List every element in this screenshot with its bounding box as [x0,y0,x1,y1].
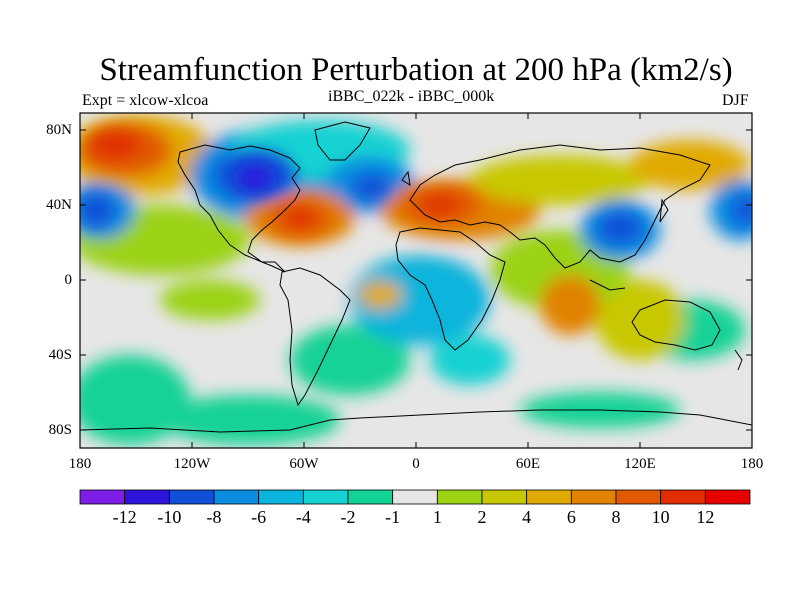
y-tick-label: 40S [48,347,72,363]
map-title: Streamfunction Perturbation at 200 hPa (… [99,52,733,88]
colorbar-swatch [213,489,260,505]
x-tick-label: 120W [173,456,211,472]
y-tick-label: 80S [48,422,72,438]
colorbar-label: -6 [251,507,267,527]
colorbar-label: -10 [157,507,182,527]
season-label: DJF [722,92,749,109]
colorbar-swatch [124,489,170,505]
x-tick-label: 120E [624,456,656,472]
contour-field [80,113,752,448]
colorbar-label: -8 [206,507,222,527]
colorbar-swatch [481,489,528,505]
colorbar-swatch [526,489,572,505]
colorbar-label: -12 [112,507,137,527]
colorbar-label: -1 [385,507,401,527]
axis-ticks [80,113,752,448]
colorbar-swatch [704,489,751,505]
colorbar-label: -4 [295,507,311,527]
colorbar-label: 1 [432,507,442,527]
colorbar-label: 12 [696,507,715,527]
colorbar-label: 6 [566,507,576,527]
x-tick-label: 0 [412,456,420,472]
experiment-label: Expt = xlcow-xlcoa [82,92,209,109]
colorbar-swatch [347,489,394,505]
colorbar-label: 8 [611,507,621,527]
colorbar-swatch [615,489,662,505]
colorbar [79,489,751,505]
colorbar-swatch [258,489,304,505]
x-tick-label: 180 [740,456,764,472]
subtitle-label: iBBC_022k - iBBC_000k [328,88,495,105]
colorbar-label: 4 [522,507,532,527]
x-tick-label: 60W [289,456,319,472]
x-tick-label: 60E [515,456,541,472]
colorbar-swatch [168,489,215,505]
colorbar-swatch [392,489,438,505]
colorbar-label: 10 [651,507,670,527]
colorbar-label: 2 [477,507,487,527]
colorbar-swatch [302,489,349,505]
coastlines [80,121,752,433]
x-tick-label: 180 [68,456,92,472]
colorbar-swatch [660,489,706,505]
colorbar-swatch [570,489,617,505]
colorbar-swatch [79,489,126,505]
colorbar-swatch [436,489,483,505]
y-tick-label: 0 [64,272,73,288]
colorbar-label: -2 [340,507,356,527]
y-tick-label: 40N [46,197,72,213]
y-tick-label: 80N [46,122,72,138]
